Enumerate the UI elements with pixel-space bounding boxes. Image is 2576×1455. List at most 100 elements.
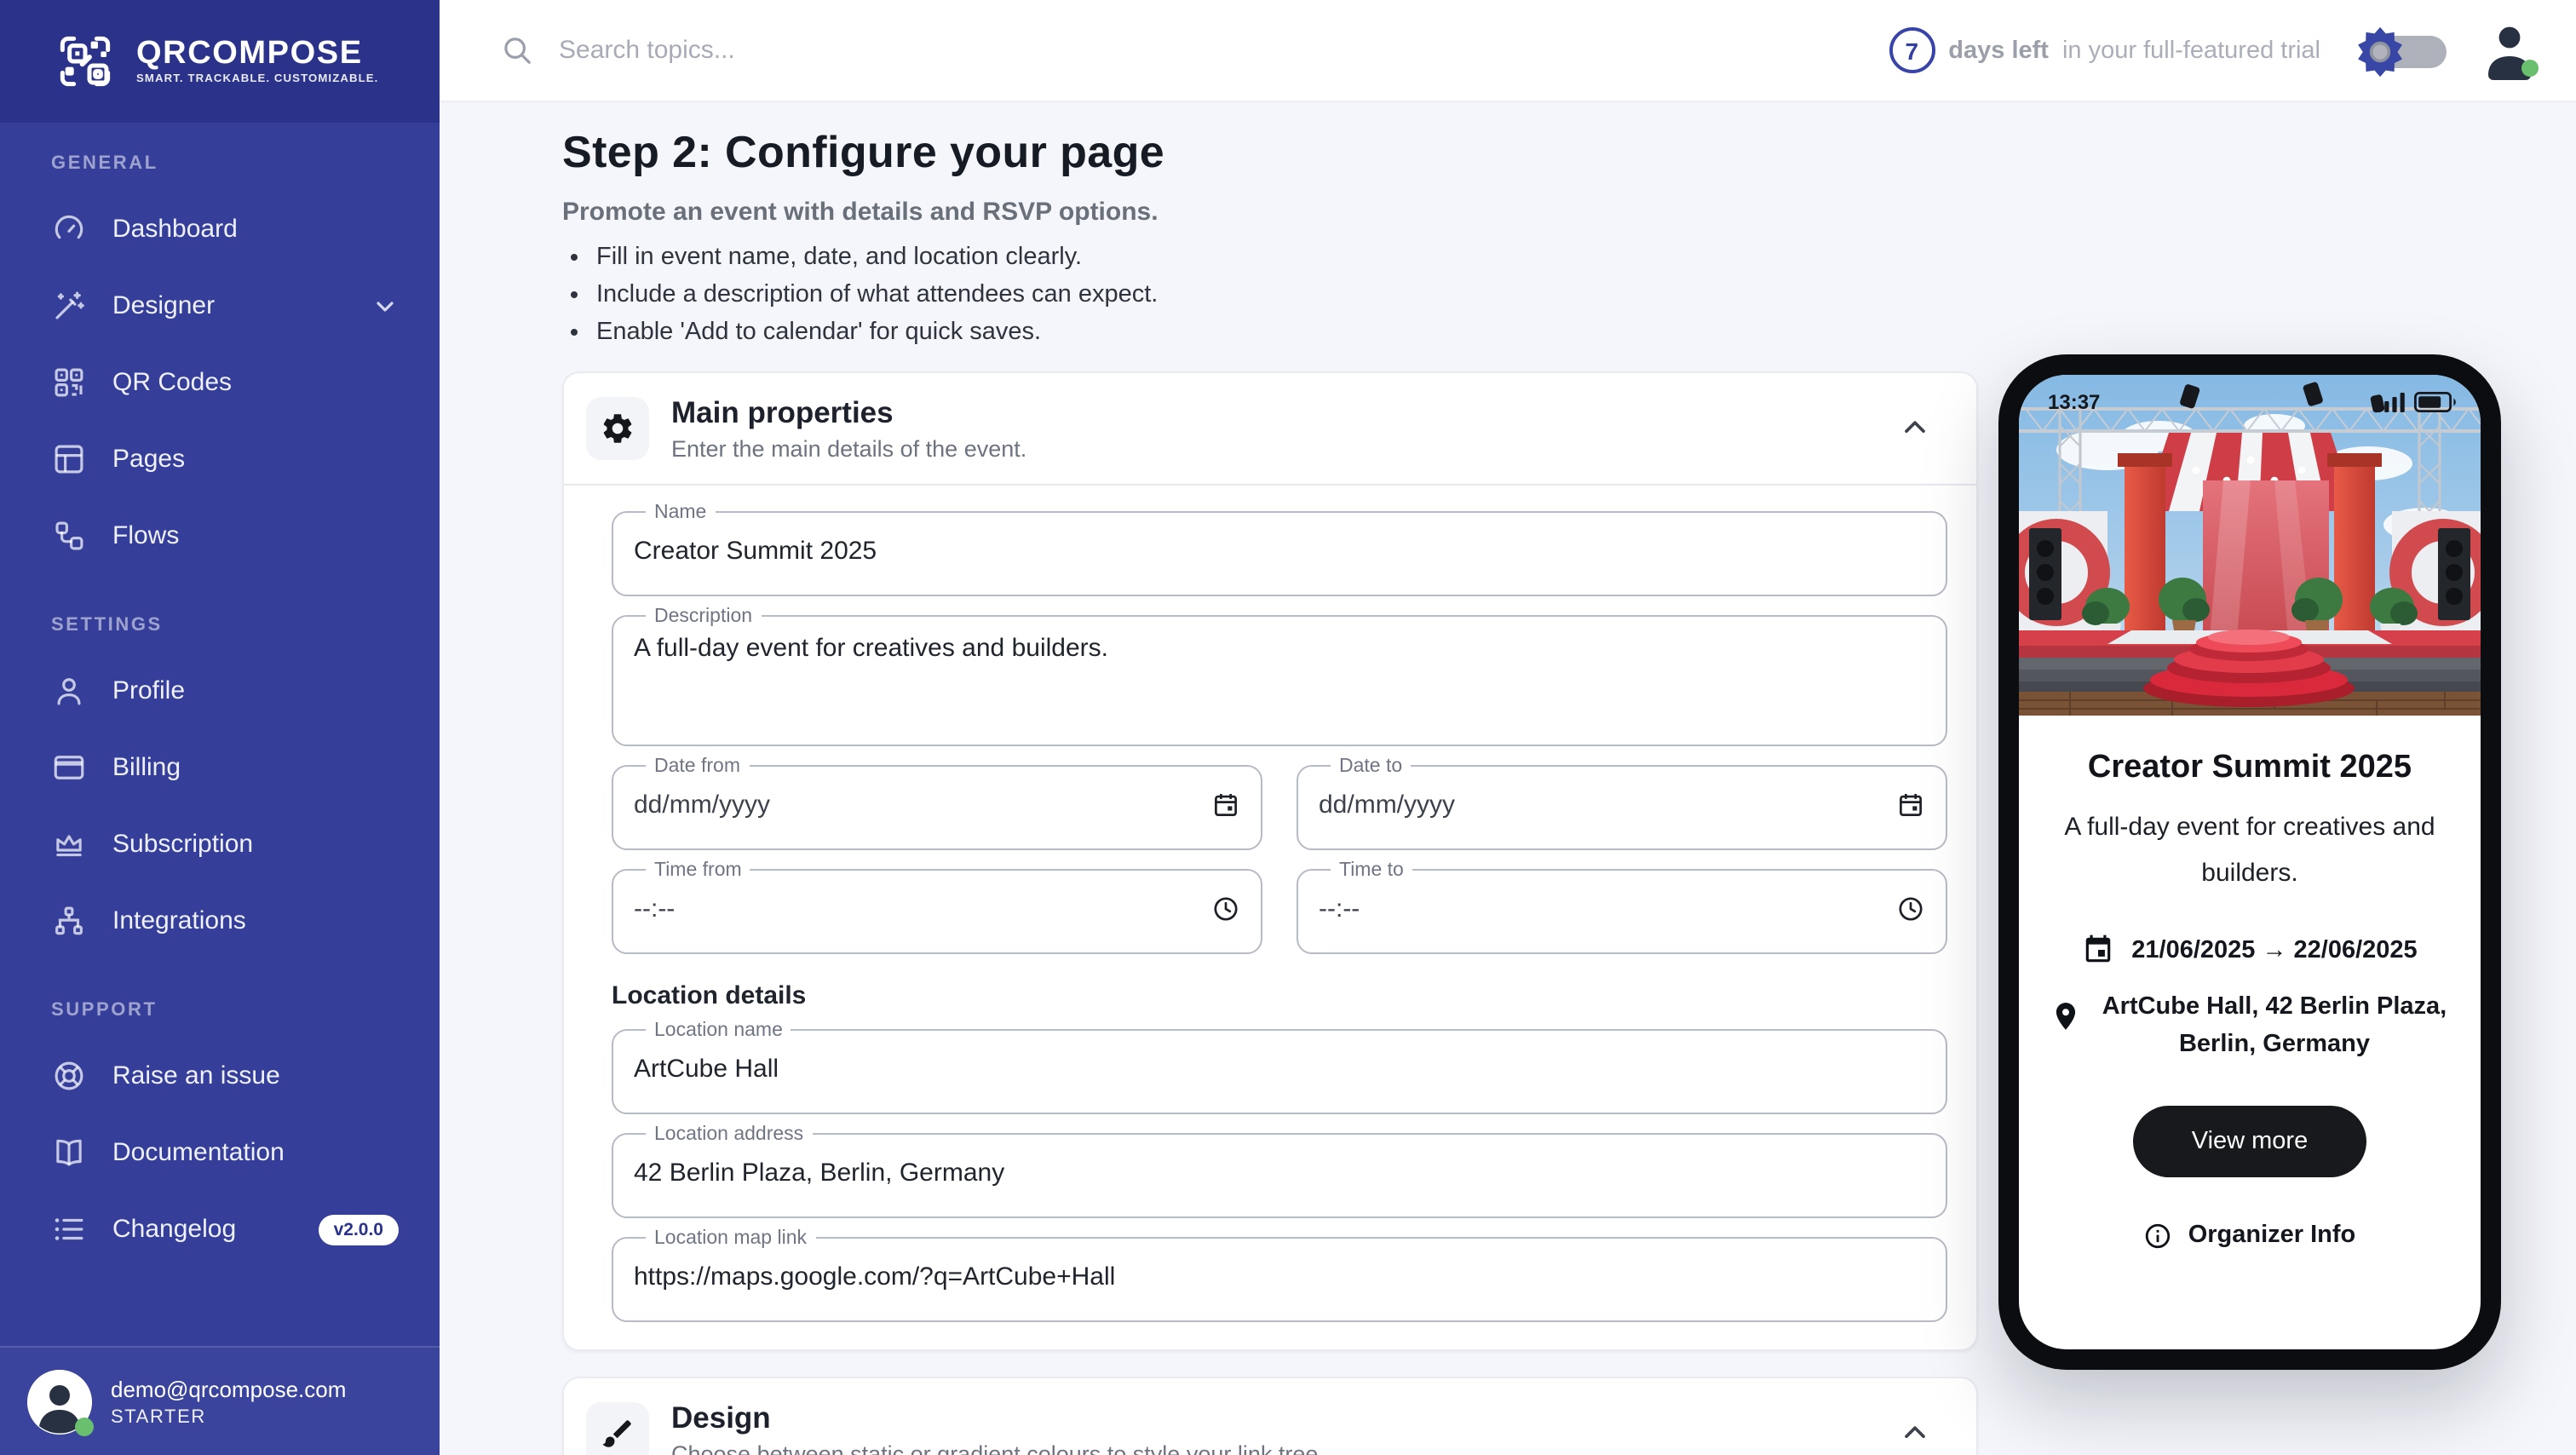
time-to-input[interactable]	[1319, 883, 1883, 935]
location-address-field: Location address	[612, 1124, 1947, 1218]
sidebar-item-label: Designer	[112, 291, 216, 320]
sidebar-item-label: Pages	[112, 445, 186, 474]
clock-icon[interactable]	[1896, 895, 1925, 924]
sidebar-item-documentation[interactable]: Documentation	[0, 1114, 440, 1191]
book-icon	[51, 1135, 87, 1170]
sidebar-item-pages[interactable]: Pages	[0, 421, 440, 497]
collapse-chevron-up-icon[interactable]	[1898, 1417, 1932, 1451]
section-settings: SETTINGS	[51, 615, 163, 635]
person-icon	[51, 673, 87, 709]
location-map-link-field: Location map link	[612, 1228, 1947, 1322]
time-from-input[interactable]	[634, 883, 1198, 935]
clock-icon[interactable]	[1211, 895, 1240, 924]
gear-icon	[586, 396, 649, 460]
trial-days-left-text: days left	[1948, 37, 2049, 64]
qr-icon	[51, 365, 87, 400]
view-more-button[interactable]: View more	[2133, 1105, 2366, 1176]
sidebar-item-label: Integrations	[112, 906, 246, 935]
description-input[interactable]: A full-day event for creatives and build…	[634, 630, 1925, 719]
time-from-field: Time from	[612, 860, 1262, 954]
sidebar-account[interactable]: demo@qrcompose.com STARTER	[0, 1346, 440, 1455]
online-status-dot	[75, 1417, 94, 1435]
logo[interactable]: QRCOMPOSE SMART. TRACKABLE. CUSTOMIZABLE…	[0, 0, 440, 123]
sidebar-item-designer[interactable]: Designer	[0, 267, 440, 344]
search-bar	[501, 34, 1889, 66]
brush-icon	[586, 1401, 649, 1455]
qrcompose-logo-icon	[51, 27, 119, 95]
main-properties-card: Main properties Enter the main details o…	[562, 371, 1978, 1351]
location-details-heading: Location details	[612, 981, 807, 1010]
sidebar-item-qr-codes[interactable]: QR Codes	[0, 344, 440, 421]
online-status-dot	[2521, 59, 2539, 76]
design-header: Design Choose between static or gradient…	[564, 1378, 1976, 1455]
sidebar-item-label: Subscription	[112, 830, 254, 859]
sidebar-item-label: Documentation	[112, 1138, 285, 1167]
sidebar: QRCOMPOSE SMART. TRACKABLE. CUSTOMIZABLE…	[0, 0, 440, 1455]
sidebar-item-label: Flows	[112, 521, 180, 550]
location-name-label: Location name	[654, 1020, 783, 1041]
chevron-down-icon[interactable]	[371, 292, 399, 319]
section-support: SUPPORT	[51, 1000, 158, 1021]
sidebar-item-label: QR Codes	[112, 368, 233, 397]
preview-location-row: ArtCube Hall, 42 Berlin Plaza, Berlin, G…	[2019, 990, 2481, 1064]
preview-event-description: A full-day event for creatives and build…	[2064, 813, 2435, 888]
trial-status: 7 days left in your full-featured trial	[1889, 27, 2320, 73]
location-pin-icon	[2056, 1003, 2076, 1030]
date-to-input[interactable]	[1319, 779, 1883, 831]
main-properties-header: Main properties Enter the main details o…	[564, 373, 1976, 484]
location-address-input[interactable]	[634, 1147, 1925, 1199]
sidebar-item-dashboard[interactable]: Dashboard	[0, 191, 440, 267]
sidebar-item-subscription[interactable]: Subscription	[0, 806, 440, 883]
hint-list: Fill in event name, date, and location c…	[562, 244, 2576, 346]
topbar: 7 days left in your full-featured trial	[440, 0, 2576, 102]
list-icon	[51, 1211, 87, 1247]
sidebar-item-flows[interactable]: Flows	[0, 497, 440, 574]
date-to-label: Date to	[1339, 756, 1403, 777]
time-to-field: Time to	[1297, 860, 1947, 954]
sidebar-item-integrations[interactable]: Integrations	[0, 883, 440, 959]
time-to-label: Time to	[1339, 860, 1404, 881]
description-field: Description A full-day event for creativ…	[612, 606, 1947, 746]
sitemap-icon	[51, 903, 87, 939]
card-subtitle: Choose between static or gradient colour…	[671, 1441, 1325, 1455]
battery-icon	[2414, 392, 2456, 412]
description-label: Description	[654, 606, 753, 627]
sidebar-item-label: Profile	[112, 676, 186, 705]
user-menu-avatar[interactable]	[2484, 21, 2539, 79]
date-from-input[interactable]	[634, 779, 1198, 831]
status-bar-time: 13:37	[2048, 390, 2101, 414]
name-input[interactable]	[634, 526, 1925, 578]
page-title: Step 2: Configure your page	[562, 126, 1165, 177]
hint-item: Include a description of what attendees …	[596, 281, 2576, 308]
sidebar-item-raise-issue[interactable]: Raise an issue	[0, 1038, 440, 1114]
sidebar-item-billing[interactable]: Billing	[0, 729, 440, 806]
preview-date-row: 21/06/2025 → 22/06/2025	[2019, 934, 2481, 966]
search-input[interactable]	[555, 34, 1135, 66]
theme-toggle[interactable]	[2358, 26, 2447, 76]
calendar-icon[interactable]	[1896, 791, 1925, 820]
sidebar-item-label: Changelog	[112, 1215, 237, 1244]
date-from-field: Date from	[612, 756, 1262, 850]
sidebar-item-changelog[interactable]: Changelog v2.0.0	[0, 1191, 440, 1268]
calendar-icon[interactable]	[1211, 791, 1240, 820]
organizer-info-link[interactable]: Organizer Info	[2019, 1221, 2481, 1250]
section-general: GENERAL	[51, 153, 158, 174]
app-name: QRCOMPOSE	[136, 35, 363, 72]
preview-location-text: ArtCube Hall, 42 Berlin Plaza, Berlin, G…	[2102, 993, 2447, 1058]
event-cover-photo: 13:37	[2019, 375, 2481, 716]
location-map-link-input[interactable]	[634, 1251, 1925, 1303]
crown-icon	[51, 826, 87, 862]
trial-rest-text: in your full-featured trial	[2061, 37, 2320, 64]
sidebar-item-profile[interactable]: Profile	[0, 653, 440, 729]
credit-card-icon	[51, 750, 87, 785]
collapse-chevron-up-icon[interactable]	[1898, 411, 1932, 446]
location-name-input[interactable]	[634, 1044, 1925, 1096]
card-title: Main properties	[671, 395, 894, 429]
hint-item: Fill in event name, date, and location c…	[596, 244, 2576, 271]
name-field: Name	[612, 502, 1947, 596]
date-from-label: Date from	[654, 756, 740, 777]
app-tagline: SMART. TRACKABLE. CUSTOMIZABLE.	[136, 73, 379, 86]
trial-days-badge: 7	[1889, 27, 1935, 73]
preview-event-title: Creator Summit 2025	[2087, 750, 2412, 785]
